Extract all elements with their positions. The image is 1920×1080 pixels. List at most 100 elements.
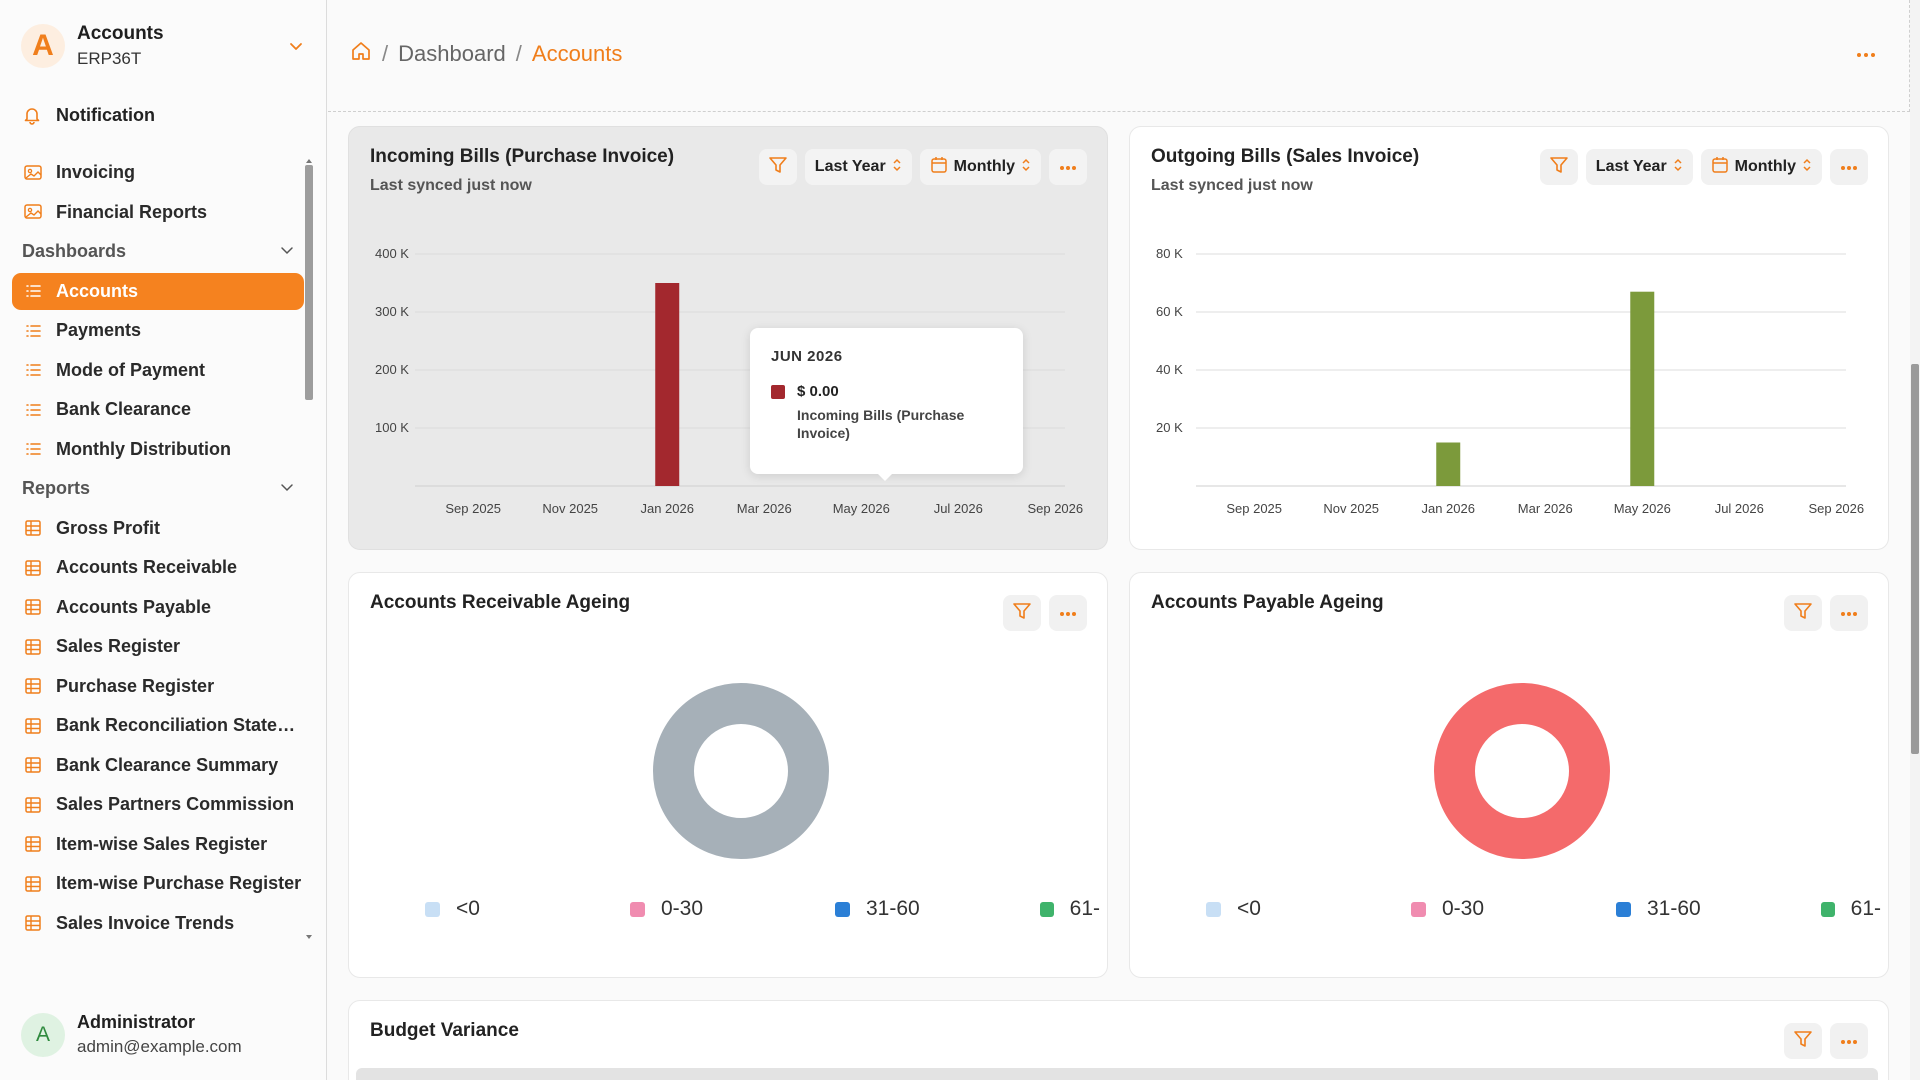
sidebar-item-bank-clearance-summary[interactable]: Bank Clearance Summary xyxy=(12,747,304,784)
sidebar-item-sales-partners-commission[interactable]: Sales Partners Commission xyxy=(12,786,304,823)
range-select[interactable]: Last Year xyxy=(1585,149,1693,185)
legend-item[interactable]: 31-60 xyxy=(1616,897,1821,921)
interval-select[interactable]: Monthly xyxy=(1700,149,1822,185)
more-icon[interactable] xyxy=(1853,42,1879,68)
x-tick-label: Jul 2026 xyxy=(934,501,983,516)
sidebar-item-financial-reports[interactable]: Financial Reports xyxy=(12,194,304,231)
table-icon xyxy=(22,636,44,658)
sidebar-item-item-wise-sales-register[interactable]: Item-wise Sales Register xyxy=(12,826,304,863)
card-title: Budget Variance xyxy=(370,1020,519,1041)
workspace-switcher[interactable]: A Accounts ERP36T xyxy=(21,18,306,74)
sidebar-scrollbar[interactable] xyxy=(304,156,314,942)
notification-link[interactable]: Notification xyxy=(20,100,155,130)
more-button[interactable] xyxy=(1830,1023,1868,1059)
more-icon xyxy=(1059,604,1077,622)
donut-slice[interactable] xyxy=(1434,683,1610,859)
filter-button[interactable] xyxy=(1003,595,1041,631)
legend-label: <0 xyxy=(456,897,480,920)
legend-item[interactable]: 0-30 xyxy=(630,897,835,921)
more-button[interactable] xyxy=(1830,595,1868,631)
sidebar-section-reports[interactable]: Reports xyxy=(12,470,304,507)
chevron-down-icon xyxy=(280,478,294,499)
more-icon xyxy=(1840,158,1858,176)
legend-item[interactable]: <0 xyxy=(1206,897,1411,921)
sidebar-item-purchase-register[interactable]: Purchase Register xyxy=(12,668,304,705)
sidebar-section-dashboards[interactable]: Dashboards xyxy=(12,233,304,270)
legend-swatch xyxy=(1411,901,1426,917)
tooltip-label: Incoming Bills (Purchase Invoice) xyxy=(797,407,965,441)
legend-swatch xyxy=(425,901,440,917)
sidebar-item-accounts-payable[interactable]: Accounts Payable xyxy=(12,589,304,626)
sidebar-item-mode-of-payment[interactable]: Mode of Payment xyxy=(12,352,304,389)
sidebar-item-accounts-receivable[interactable]: Accounts Receivable xyxy=(12,549,304,586)
filter-icon xyxy=(1793,601,1813,626)
filter-button[interactable] xyxy=(1784,595,1822,631)
bar[interactable] xyxy=(655,283,680,486)
interval-select[interactable]: Monthly xyxy=(919,149,1041,185)
legend-label: 61- xyxy=(1069,897,1100,920)
home-icon[interactable] xyxy=(350,40,372,68)
legend-item[interactable]: 61- xyxy=(1040,897,1100,921)
sort-icon xyxy=(892,158,902,177)
sidebar-item-bank-reconciliation-statement[interactable]: Bank Reconciliation Statement xyxy=(12,707,304,744)
legend-item[interactable]: 31-60 xyxy=(835,897,1040,921)
legend-item[interactable]: 61- xyxy=(1821,897,1881,921)
sidebar-item-gross-profit[interactable]: Gross Profit xyxy=(12,510,304,547)
more-button[interactable] xyxy=(1049,595,1087,631)
filter-button[interactable] xyxy=(1784,1023,1822,1059)
list-icon xyxy=(22,359,44,381)
y-tick-label: 80 K xyxy=(1156,246,1183,261)
filter-button[interactable] xyxy=(1539,149,1578,185)
sidebar-item-payments[interactable]: Payments xyxy=(12,312,304,349)
x-tick-label: May 2026 xyxy=(1614,501,1671,516)
ap-ageing-chart[interactable] xyxy=(1130,573,1890,979)
sidebar-item-monthly-distribution[interactable]: Monthly Distribution xyxy=(12,431,304,468)
list-icon xyxy=(22,399,44,421)
table-icon xyxy=(22,794,44,816)
breadcrumb-dashboard[interactable]: Dashboard xyxy=(398,41,506,66)
outgoing-bills-chart[interactable]: 20 K 40 K 60 K 80 K Sep 2025 Nov 2025 Jan 2026… xyxy=(1130,127,1890,551)
y-tick-label: 400 K xyxy=(375,246,409,261)
chevron-down-icon[interactable] xyxy=(286,36,306,56)
more-button[interactable] xyxy=(1049,149,1087,185)
legend-swatch xyxy=(630,901,645,917)
page-scrollbar-thumb[interactable] xyxy=(1911,364,1919,754)
sidebar-item-sales-invoice-trends[interactable]: Sales Invoice Trends xyxy=(12,905,304,942)
x-tick-label: Sep 2025 xyxy=(1226,501,1282,516)
legend-item[interactable]: 0-30 xyxy=(1411,897,1616,921)
x-tick-label: Nov 2025 xyxy=(542,501,598,516)
sidebar-scrollbar-thumb[interactable] xyxy=(305,165,313,400)
legend-label: 31-60 xyxy=(866,897,920,920)
user-name: Administrator xyxy=(77,1012,196,1032)
table-icon xyxy=(22,754,44,776)
more-button[interactable] xyxy=(1830,149,1868,185)
chevron-down-icon xyxy=(280,241,294,262)
outgoing-bills-card: Outgoing Bills (Sales Invoice) Last sync… xyxy=(1129,126,1889,550)
sidebar-item-bank-clearance[interactable]: Bank Clearance xyxy=(12,391,304,428)
sidebar-item-item-wise-purchase-register[interactable]: Item-wise Purchase Register xyxy=(12,865,304,902)
avatar: A xyxy=(21,1012,65,1057)
legend-label: <0 xyxy=(1237,897,1261,920)
bar[interactable] xyxy=(1436,442,1461,487)
image-icon xyxy=(22,201,44,223)
table-icon xyxy=(22,873,44,895)
notification-label: Notification xyxy=(56,104,155,125)
sidebar-item-accounts[interactable]: Accounts xyxy=(12,272,304,310)
y-tick-label: 20 K xyxy=(1156,420,1183,435)
filter-button[interactable] xyxy=(758,149,797,185)
sidebar-item-sales-register[interactable]: Sales Register xyxy=(12,628,304,665)
ar-ageing-chart[interactable] xyxy=(349,573,1109,979)
legend-item[interactable]: <0 xyxy=(425,897,630,921)
donut-slice[interactable] xyxy=(653,683,829,859)
table-icon xyxy=(22,557,44,579)
range-select[interactable]: Last Year xyxy=(804,149,912,185)
legend-swatch xyxy=(1040,901,1054,917)
sidebar-item-invoicing[interactable]: Invoicing xyxy=(12,154,304,191)
tooltip-arrow xyxy=(877,473,893,481)
workspace-code: ERP36T xyxy=(77,49,142,68)
y-tick-label: 40 K xyxy=(1156,362,1183,377)
user-menu[interactable]: A Administrator admin@example.com xyxy=(21,1012,242,1057)
bar[interactable] xyxy=(1630,291,1655,486)
x-tick-label: Jul 2026 xyxy=(1715,501,1764,516)
x-tick-label: Jan 2026 xyxy=(1421,501,1475,516)
